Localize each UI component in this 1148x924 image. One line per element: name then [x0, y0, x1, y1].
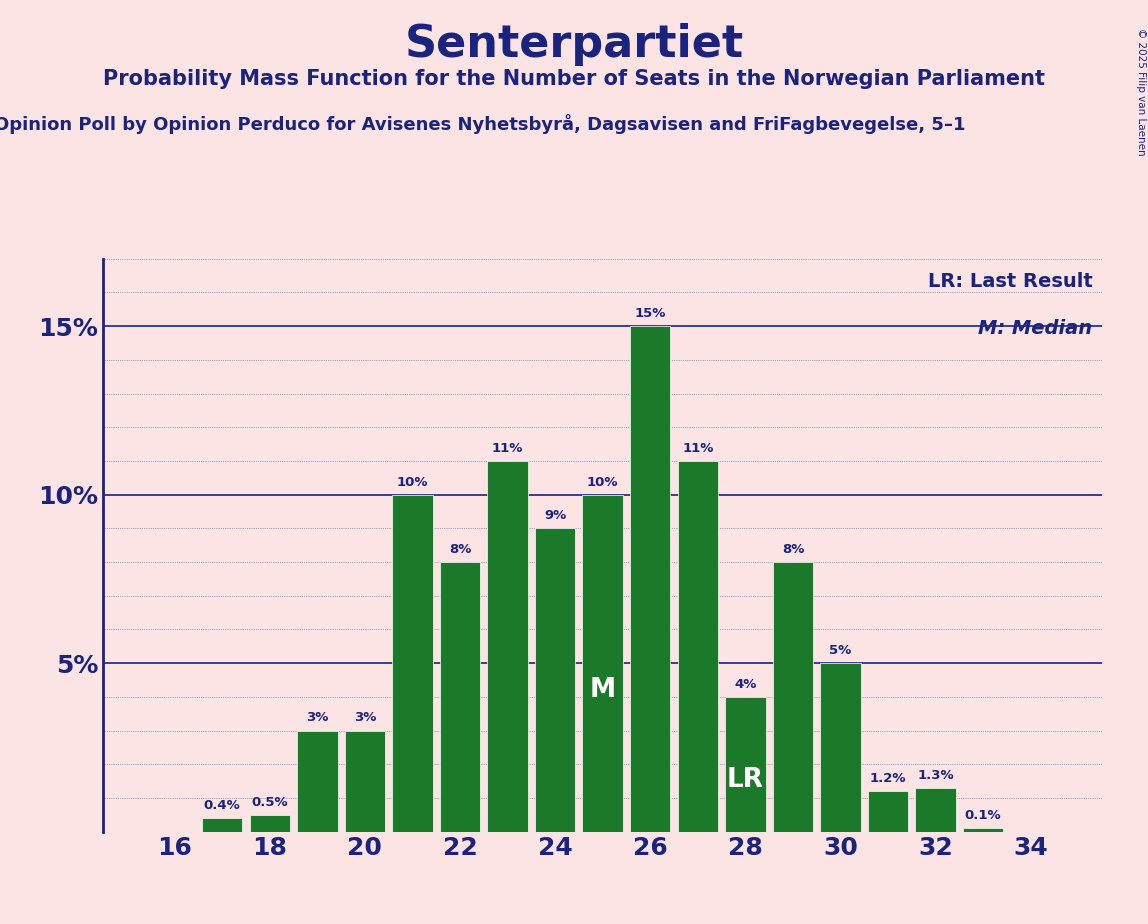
Text: 5%: 5% [829, 644, 852, 657]
Text: Opinion Poll by Opinion Perduco for Avisenes Nyhetsbyrå, Dagsavisen and FriFagbe: Opinion Poll by Opinion Perduco for Avis… [0, 114, 965, 134]
Text: 3%: 3% [354, 711, 377, 724]
Text: 4%: 4% [735, 677, 757, 691]
Bar [677, 461, 718, 832]
Bar [963, 828, 1003, 832]
Text: 15%: 15% [635, 307, 666, 320]
Text: 8%: 8% [782, 543, 804, 556]
Bar [915, 788, 956, 832]
Text: 10%: 10% [397, 476, 428, 489]
Text: © 2025 Filip van Laenen: © 2025 Filip van Laenen [1135, 28, 1146, 155]
Bar [344, 731, 385, 832]
Bar [821, 663, 861, 832]
Bar [773, 562, 813, 832]
Text: 1.2%: 1.2% [870, 772, 906, 785]
Bar [726, 697, 766, 832]
Text: 0.4%: 0.4% [204, 799, 241, 812]
Text: 0.5%: 0.5% [251, 796, 288, 808]
Text: 9%: 9% [544, 509, 566, 522]
Bar [440, 562, 480, 832]
Text: 1.3%: 1.3% [917, 769, 954, 782]
Text: 3%: 3% [307, 711, 328, 724]
Bar [630, 326, 670, 832]
Text: M: M [590, 677, 615, 703]
Bar [868, 791, 908, 832]
Text: 10%: 10% [587, 476, 619, 489]
Bar [488, 461, 528, 832]
Text: Senterpartiet: Senterpartiet [404, 23, 744, 67]
Text: 11%: 11% [491, 442, 523, 455]
Bar [202, 818, 242, 832]
Bar [393, 494, 433, 832]
Text: 11%: 11% [682, 442, 714, 455]
Bar [249, 815, 290, 832]
Text: LR: LR [727, 767, 763, 794]
Text: LR: Last Result: LR: Last Result [928, 273, 1093, 291]
Bar [582, 494, 623, 832]
Bar [297, 731, 338, 832]
Bar [535, 529, 575, 832]
Text: 8%: 8% [449, 543, 471, 556]
Text: Probability Mass Function for the Number of Seats in the Norwegian Parliament: Probability Mass Function for the Number… [103, 69, 1045, 90]
Text: 0.1%: 0.1% [964, 809, 1001, 822]
Text: M: Median: M: Median [978, 320, 1093, 338]
